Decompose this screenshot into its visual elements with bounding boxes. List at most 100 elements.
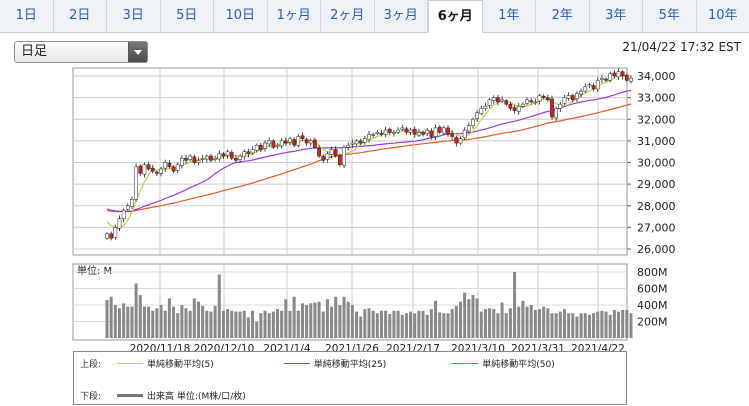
candle [275,144,280,147]
candle [362,138,367,143]
volume-bar [442,313,446,338]
candle [346,144,351,148]
candle [591,85,596,90]
volume-bar [134,283,138,338]
price-tick-label: 34,000 [637,70,676,83]
candle [250,149,255,154]
tab-11[interactable]: 3年 [590,0,643,32]
volume-bar [205,310,209,338]
volume-tick-label: 200M [637,316,668,329]
candle [400,127,405,130]
candle [620,71,625,77]
period-tabs: 1日 2日 3日 5日 10日 1ヶ月 2ヶ月 3ヶ月 6ヶ月 1年 2年 3年 5年 10年 [0,0,749,33]
volume-bar [359,316,363,338]
legend-ma25-swatch [283,363,310,364]
candle [188,155,193,160]
volume-bar [151,310,155,338]
candle [196,160,201,163]
volume-bar [400,314,404,338]
volume-bar [467,299,471,338]
legend: 上段: 単純移動平均(5) 単純移動平均(25) 単純移動平均(50) 下段: … [73,351,627,405]
candle [554,108,558,119]
candle [358,140,363,144]
tab-0[interactable]: 1日 [0,0,54,32]
volume-bar [280,310,284,338]
ma50-line [106,103,632,213]
candle [304,139,309,144]
candle [200,157,205,160]
candle [496,97,500,103]
volume-bar [342,296,346,338]
volume-bar [438,312,442,338]
legend-lower-label: 下段: [80,392,102,402]
candle [471,119,475,126]
candle [134,166,138,200]
volume-bar [579,313,583,338]
candle [271,140,276,148]
volume-bar [454,305,458,338]
candle [263,142,267,149]
candle [566,95,571,99]
volume-bar [292,296,296,338]
volume-bar [608,314,612,338]
volume-bar [155,308,159,338]
candle [600,77,604,80]
volume-bar [263,310,267,338]
price-tick-label: 32,000 [637,113,676,126]
candle [213,157,217,160]
candle [105,233,109,239]
tab-3[interactable]: 5日 [161,0,214,32]
candle [475,112,479,119]
candle [604,78,608,81]
volume-bar [458,301,462,338]
interval-select[interactable]: 日足 [14,41,148,63]
volume-bar [350,305,354,338]
volume-bar [425,314,429,338]
volume-bar [126,306,130,338]
volume-bar [217,274,221,338]
legend-volume-swatch [117,394,144,397]
volume-bar [105,300,109,338]
volume-bar [417,310,421,338]
tab-4[interactable]: 10日 [214,0,268,32]
tab-8[interactable]: 6ヶ月 [428,0,483,33]
tab-1[interactable]: 2日 [54,0,107,32]
candle [508,103,513,109]
tab-5[interactable]: 1ヶ月 [268,0,321,32]
candle [379,132,384,135]
volume-bar [529,305,533,338]
volume-bar [575,316,579,338]
volume-bar [296,310,300,338]
chevron-down-icon[interactable] [128,42,147,62]
candle [504,100,509,105]
volume-tick-label: 600M [637,283,668,296]
candle [350,142,355,145]
candle [616,71,621,78]
tab-2[interactable]: 3日 [107,0,161,32]
volume-bar [138,295,142,338]
candle [246,151,251,155]
tab-13[interactable]: 10年 [707,8,738,23]
volume-bar [192,298,196,338]
volume-bar [413,313,417,338]
candle [429,130,434,137]
tab-9[interactable]: 1年 [483,0,536,32]
candle [171,166,176,172]
tab-6[interactable]: 2ヶ月 [321,0,375,32]
tab-12[interactable]: 5年 [643,0,697,32]
volume-bar [242,310,246,338]
volume-bar [147,306,151,338]
tab-10[interactable]: 2年 [536,0,590,32]
legend-ma5: 単純移動平均(5) [117,357,214,370]
candle [113,227,118,238]
volume-bar [562,309,566,338]
candle [421,131,425,135]
candle [458,138,463,144]
candle [308,140,313,144]
volume-bar [517,306,521,338]
candle [354,140,359,145]
volume-bar [496,313,500,338]
volume-bar [492,309,496,338]
tab-7[interactable]: 3ヶ月 [375,0,428,32]
